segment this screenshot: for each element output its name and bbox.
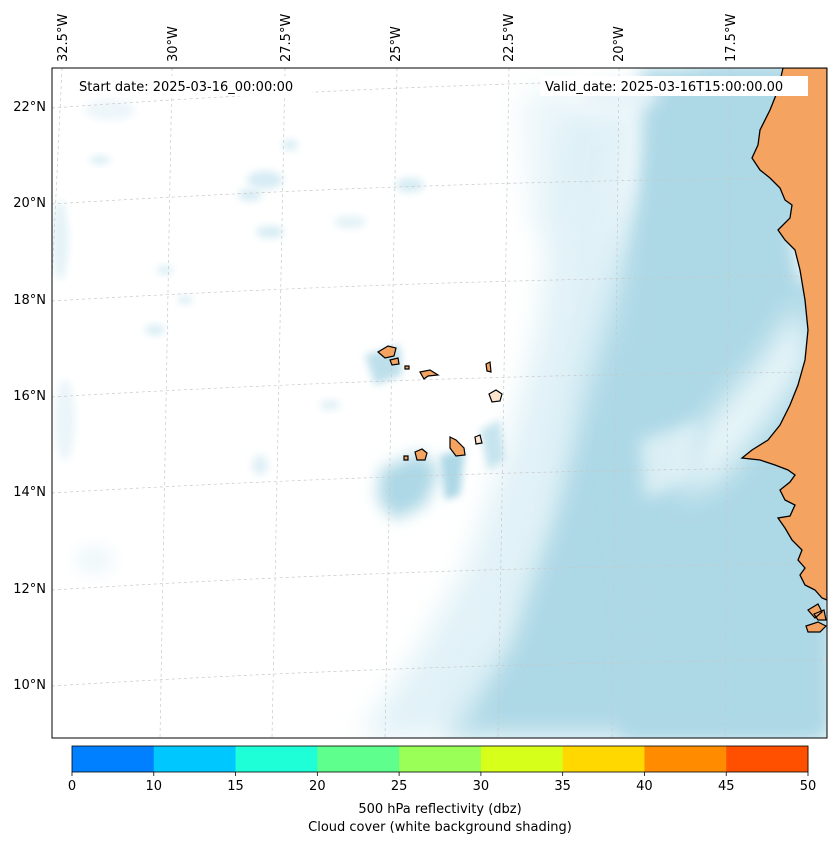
colorbar-tick-label: 20: [309, 779, 326, 794]
lon-label-32-5w: 32.5°W: [56, 14, 71, 62]
lon-label-20w: 20°W: [612, 26, 627, 62]
start-date-label: Start date: 2025-03-16_00:00:00: [79, 80, 293, 95]
cape-verde-islands: [376, 345, 503, 461]
lat-label-22n: 22°N: [13, 100, 46, 115]
island-sal: [485, 361, 492, 373]
colorbar-ticks: 0 10 15 20 25 30 35 40 45 50: [68, 772, 816, 794]
colorbar-tick-label: 45: [718, 779, 735, 794]
island-santo-antao: [376, 345, 397, 359]
lon-label-22-5w: 22.5°W: [502, 14, 517, 62]
colorbar-frame: [71, 745, 809, 773]
lon-label-30w: 30°W: [166, 26, 181, 62]
colorbar-label-cloud-cover: Cloud cover (white background shading): [308, 820, 572, 835]
colorbar-swatches: [72, 746, 809, 772]
colorbar-swatch: [644, 746, 727, 772]
lon-label-25w: 25°W: [389, 26, 404, 62]
island-fogo: [414, 448, 428, 461]
map-frame: [51, 67, 828, 739]
colorbar-tick-label: 0: [68, 779, 76, 794]
africa-land-south: [805, 603, 827, 633]
colorbar-tick-label: 40: [636, 779, 653, 794]
island-sao-vicente: [389, 357, 400, 366]
lat-label-10n: 10°N: [13, 678, 46, 693]
island-brava: [403, 455, 409, 461]
colorbar-label-reflectivity: 500 hPa reflectivity (dbz): [358, 802, 521, 817]
lon-label-17-5w: 17.5°W: [724, 14, 739, 62]
colorbar-tick-label: 50: [800, 779, 817, 794]
island-sao-nicolau: [419, 369, 440, 380]
longitude-labels: 32.5°W 30°W 27.5°W 25°W 22.5°W 20°W 17.5…: [56, 14, 739, 62]
colorbar-swatch: [562, 746, 645, 772]
colorbar-swatch: [72, 746, 155, 772]
lat-label-14n: 14°N: [13, 485, 46, 500]
colorbar-tick-label: 25: [391, 779, 408, 794]
lat-label-18n: 18°N: [13, 293, 46, 308]
colorbar-swatch: [317, 746, 400, 772]
island-santiago: [449, 436, 466, 457]
lat-label-12n: 12°N: [13, 582, 46, 597]
colorbar-swatch: [480, 746, 564, 772]
map-panel: Start date: 2025-03-16_00:00:00 Valid_da…: [52, 68, 827, 738]
latitude-labels: 22°N 20°N 18°N 16°N 14°N 12°N 10°N: [13, 100, 46, 693]
colorbar-swatch: [235, 746, 318, 772]
colorbar-swatch: [153, 746, 237, 772]
valid-date-label: Valid_date: 2025-03-16T15:00:00.00: [545, 80, 783, 95]
colorbar-tick-label: 30: [473, 779, 490, 794]
island-maio: [474, 434, 483, 445]
colorbar-swatch: [399, 746, 482, 772]
start-date-box: [72, 76, 312, 96]
gridlines: [52, 68, 827, 738]
lat-label-16n: 16°N: [13, 389, 46, 404]
island-boa-vista: [488, 389, 503, 403]
africa-land: [740, 68, 827, 601]
island-santa-luzia: [404, 365, 410, 370]
colorbar-swatch: [726, 746, 809, 772]
colorbar-tick-label: 15: [227, 779, 244, 794]
colorbar: 0 10 15 20 25 30 35 40 45 50 500 hPa reflectivity…: [68, 745, 816, 835]
lon-label-27-5w: 27.5°W: [279, 14, 294, 62]
lat-label-20n: 20°N: [13, 196, 46, 211]
cloud-cover-shading: [52, 68, 827, 738]
valid-date-box: [540, 76, 808, 96]
colorbar-tick-label: 10: [146, 779, 163, 794]
colorbar-tick-label: 35: [554, 779, 571, 794]
